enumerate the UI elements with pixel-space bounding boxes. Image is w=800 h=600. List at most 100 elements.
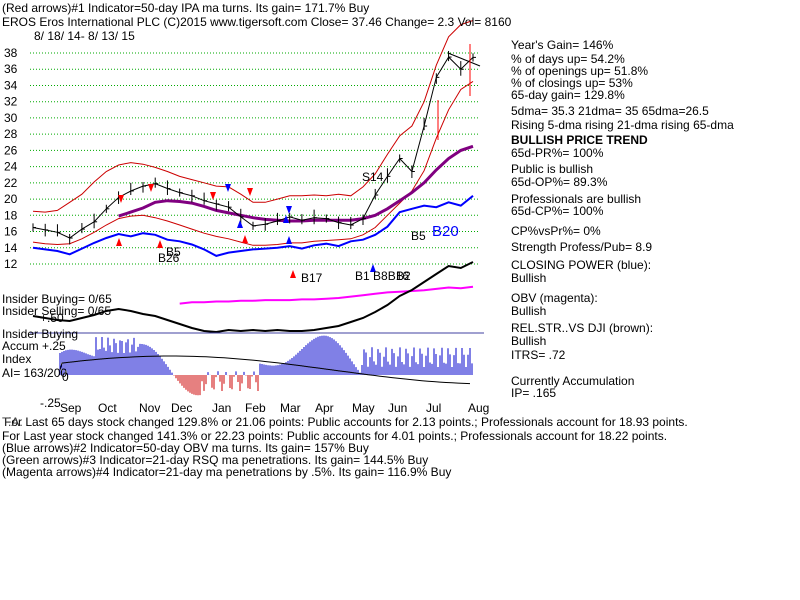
x-tick-label: Jan (212, 401, 231, 415)
info-line: Year's Gain= 146% (511, 38, 614, 52)
zero-label: 0 (62, 370, 69, 384)
y-tick-label: 34 (4, 78, 18, 92)
annotation-label: B17 (301, 271, 323, 285)
rel-strength-line (32, 261, 474, 334)
y-tick-label: 16 (4, 225, 18, 239)
x-tick-label: Mar (280, 401, 301, 415)
footer-line: (Magenta arrows)#4 Indicator=21-day ma p… (2, 465, 452, 479)
info-line: Professionals are bullish (511, 192, 642, 206)
lower-band-line (32, 80, 474, 246)
date-range: 8/ 18/ 14- 8/ 13/ 15 (34, 29, 135, 43)
x-tick-label: Sep (60, 401, 82, 415)
info-line: Bullish (511, 334, 547, 348)
blue-arrow (237, 220, 243, 228)
closing-power-line (32, 195, 474, 257)
annotation-label: B26 (158, 251, 180, 265)
info-line: Bullish (511, 271, 547, 285)
indicator-title: (Red arrows)#1 Indicator=50-day IPA ma t… (2, 1, 370, 15)
footer-line: (Blue arrows)#2 Indicator=50-day OBV ma … (2, 441, 369, 455)
y-tick-label: 32 (4, 95, 18, 109)
insider-buying-label: Insider Buying (2, 327, 79, 341)
annotation-label: B5 (411, 229, 426, 243)
blue-arrow (370, 264, 376, 272)
insider-selling-count: Insider Selling= 0/65 (2, 304, 112, 318)
info-line: CLOSING POWER (blue): (511, 258, 652, 272)
info-line: 65d-PR%= 100% (511, 146, 604, 160)
x-tick-label: Jun (388, 401, 407, 415)
info-line: Public is bullish (511, 162, 594, 176)
y-tick-label: 38 (4, 46, 18, 60)
info-line: BULLISH PRICE TREND (511, 133, 648, 147)
ai-value: AI= 163/200 (2, 366, 68, 380)
info-line: Rising 5-dma rising 21-dma rising 65-dma (511, 118, 734, 132)
index-label: Index (2, 352, 32, 366)
x-tick-label: Dec (171, 401, 192, 415)
x-tick-label: Aug (468, 401, 489, 415)
red-arrow (242, 235, 248, 243)
annotation-label: B20 (432, 223, 459, 240)
info-line: Strength Profess/Pub= 8.9 (511, 240, 653, 254)
red-arrow (247, 188, 253, 196)
footer-prefix: T.A. (2, 415, 23, 429)
blue-arrow (225, 184, 231, 192)
insider-buying-count: Insider Buying= 0/65 (2, 292, 112, 306)
plus50-label: +.50 (40, 311, 64, 325)
footer-line: For Last year stock changed 141.3% or 22… (2, 429, 668, 443)
info-line: % of openings up= 51.8% (511, 64, 649, 78)
info-line: 65d-OP%= 89.3% (511, 175, 608, 189)
annotation-label: B1 B8B16 (355, 269, 409, 283)
info-line: IP= .165 (511, 386, 557, 400)
y-tick-label: 30 (4, 111, 18, 125)
info-line: 65-day gain= 129.8% (511, 88, 625, 102)
stock-header: EROS Eros International PLC (C)2015 www.… (2, 15, 512, 29)
info-line: OBV (magenta): (511, 291, 598, 305)
y-tick-label: 22 (4, 176, 18, 190)
accum-ma-line (59, 355, 471, 385)
info-line: Bullish (511, 304, 547, 318)
y-tick-label: 24 (4, 160, 18, 174)
y-tick-label: 28 (4, 127, 18, 141)
info-line: % of closings up= 53% (511, 76, 633, 90)
y-tick-label: 36 (4, 62, 18, 76)
x-tick-label: Apr (315, 401, 334, 415)
accum-label: Accum +.25 (2, 339, 66, 353)
footer-line: (Green arrows)#3 Indicator=21-day RSQ ma… (2, 453, 429, 467)
x-tick-label: May (352, 401, 375, 415)
y-tick-label: 14 (4, 241, 18, 255)
trend-line (447, 52, 481, 67)
blue-arrow (286, 236, 292, 244)
info-line: 65d-CP%= 100% (511, 204, 604, 218)
info-line: 5dma= 35.3 21dma= 35 65dma=26.5 (511, 104, 709, 118)
y-tick-label: 26 (4, 143, 18, 157)
red-arrow (210, 192, 216, 200)
x-tick-label: Feb (245, 401, 266, 415)
y-tick-label: 12 (4, 257, 18, 271)
x-tick-label: Oct (98, 401, 117, 415)
info-line: REL.STR..VS DJI (brown): (511, 321, 654, 335)
x-tick-label: Nov (139, 401, 160, 415)
upper-band-line (32, 20, 474, 213)
info-line: ITRS= .72 (511, 348, 566, 362)
red-arrow (148, 184, 154, 192)
y-tick-label: 20 (4, 192, 18, 206)
info-line: % of days up= 54.2% (511, 52, 625, 66)
footer-line: For Last 65 days stock changed 129.8% or… (4, 415, 688, 429)
annotation-label: S14 (362, 170, 384, 184)
ma65-line (118, 144, 474, 223)
annotation-label: B2 (396, 269, 411, 283)
red-arrow (290, 270, 296, 278)
x-tick-label: Jul (426, 401, 441, 415)
red-arrow (157, 240, 163, 248)
blue-arrow (286, 206, 292, 214)
info-line: Currently Accumulation (511, 374, 635, 388)
info-line: CP%vsPr%= 0% (511, 224, 601, 238)
red-arrow (116, 238, 122, 246)
blue-arrow (283, 215, 289, 223)
red-arrow (118, 195, 124, 203)
annotation-label: B5 (166, 245, 181, 259)
price-line (32, 56, 474, 239)
y-tick-label: 18 (4, 208, 18, 222)
neg25-label: -.25 (40, 396, 61, 410)
obv-line (179, 285, 474, 305)
